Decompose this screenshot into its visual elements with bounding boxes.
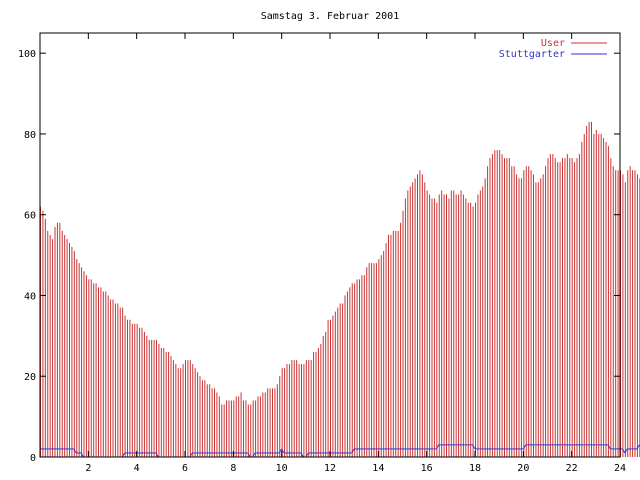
x-tick-label: 16 [421,463,433,474]
x-tick-label: 10 [276,463,288,474]
stuttgarter-line-segment [607,444,611,450]
series-user [40,121,640,457]
y-tick-label: 80 [24,130,36,141]
x-tick-label: 24 [614,463,626,474]
x-tick-label: 22 [566,463,578,474]
x-tick-label: 8 [230,463,236,474]
y-tick-label: 100 [18,49,36,60]
x-tick-label: 20 [517,463,529,474]
stuttgarter-line-segment [435,444,440,450]
y-tick-label: 60 [24,211,36,222]
stuttgarter-line-segment [80,452,84,458]
stuttgarter-line-segment [636,444,640,450]
stuttgarter-line-segment [300,452,304,458]
stuttgarter-line-segment [305,452,309,458]
stuttgarter-line-segment [252,452,256,458]
stuttgarter-line-segment [189,452,193,458]
y-tick-label: 0 [30,453,36,464]
x-tick-label: 12 [324,463,336,474]
legend: User Stuttgarter [499,38,607,60]
stuttgarter-line-segment [155,452,159,458]
chart-title: Samstag 3. Februar 2001 [261,11,399,22]
stuttgarter-line-segment [121,452,126,458]
x-tick-label: 18 [469,463,481,474]
stuttgarter-line-segment [472,444,476,450]
stuttgarter-line-segment [281,448,285,454]
stuttgarter-line-segment [247,452,251,458]
stuttgarter-line-segment [278,448,283,454]
x-tick-label: 14 [372,463,384,474]
stuttgarter-line-segment [73,448,77,454]
x-tick-label: 6 [182,463,188,474]
y-tick-label: 20 [24,372,36,383]
stuttgarter-line-segment [624,448,628,454]
stuttgarter-line-segment [351,448,355,454]
stuttgarter-line-segment [621,448,626,454]
y-tick-label: 40 [24,291,36,302]
stuttgarter-line-segment [522,444,527,450]
legend-label-user: User [541,38,565,49]
legend-label-stuttgarter: Stuttgarter [499,49,565,60]
x-tick-label: 2 [85,463,91,474]
x-tick-label: 4 [134,463,140,474]
